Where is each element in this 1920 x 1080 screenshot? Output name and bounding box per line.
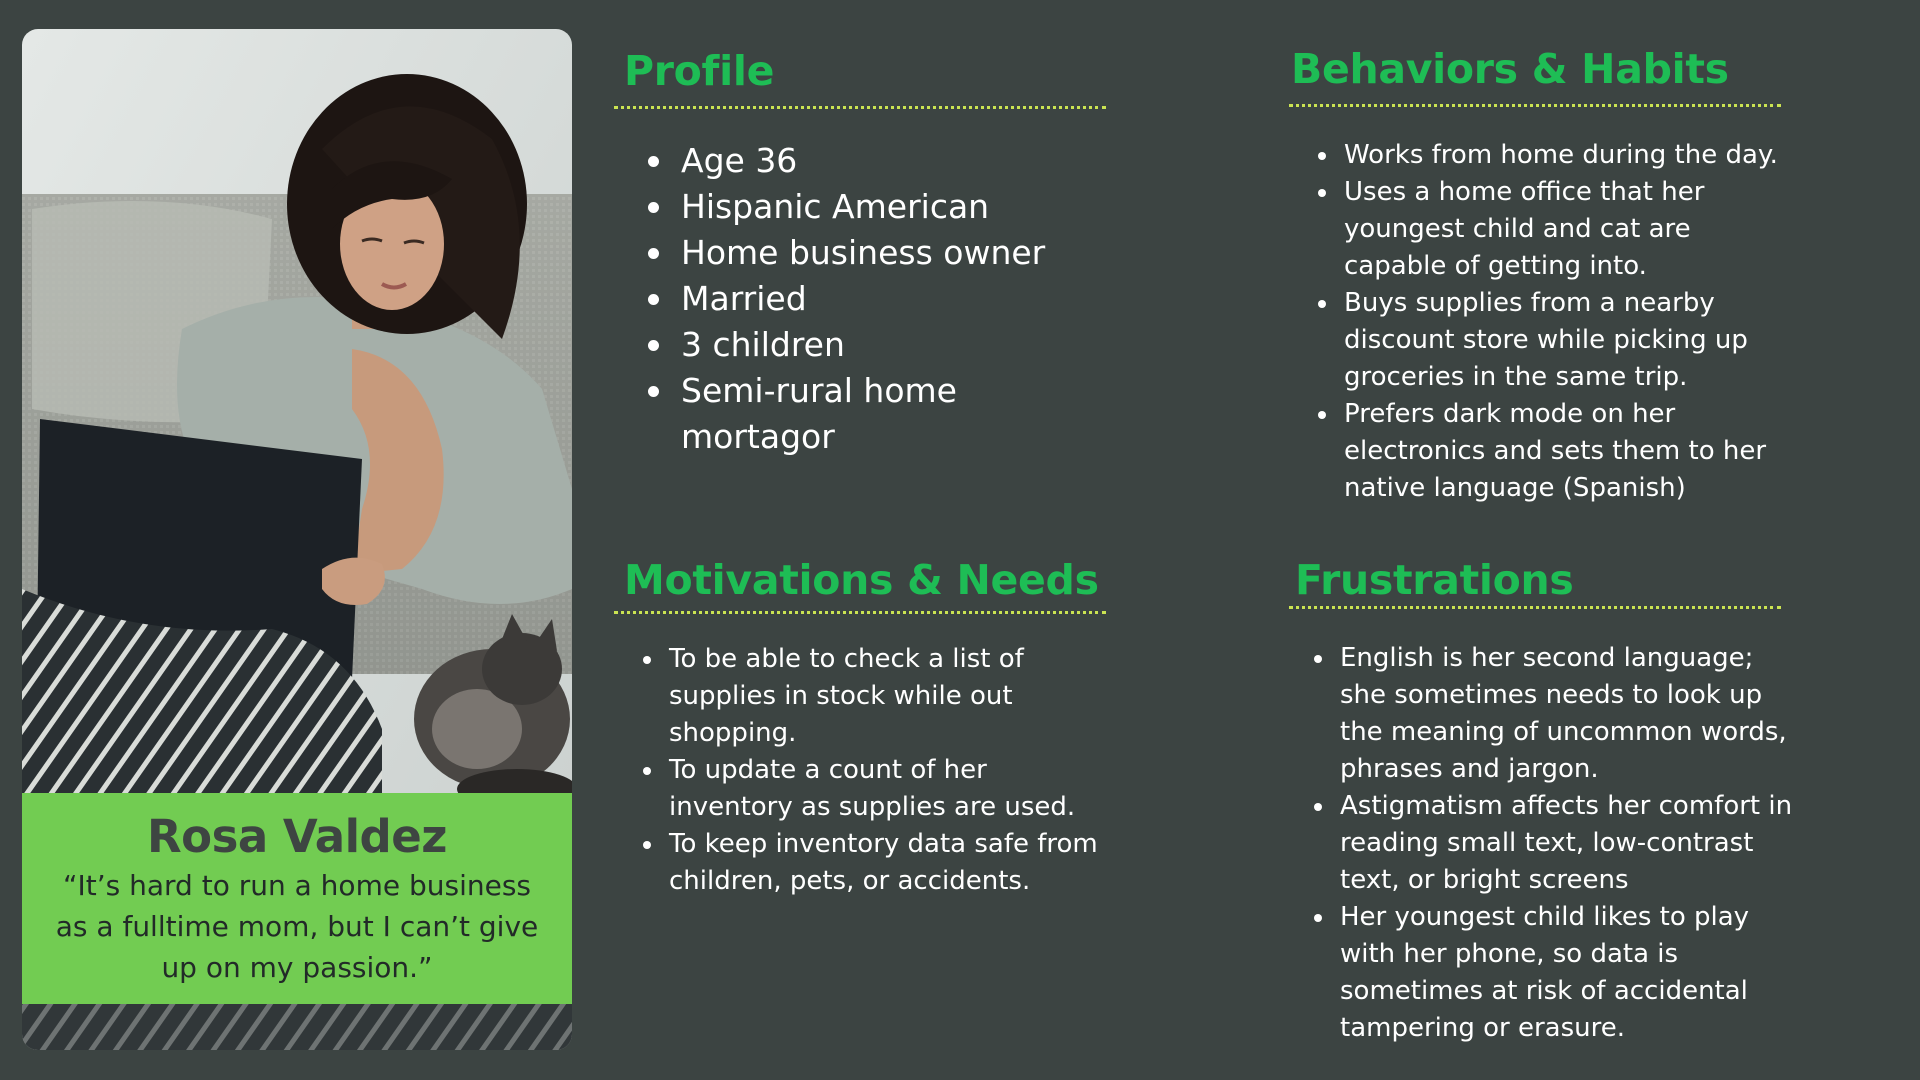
list-item: Buys supplies from a nearby discount sto…	[1316, 285, 1796, 396]
frustrations-list: English is her second language; she some…	[1312, 640, 1796, 1047]
list-item: Married	[646, 276, 1116, 322]
persona-name-panel: Rosa Valdez “It’s hard to run a home bus…	[22, 793, 572, 1004]
list-item: 3 children	[646, 322, 1116, 368]
list-item: To keep inventory data safe from childre…	[641, 826, 1111, 900]
list-item: Age 36	[646, 138, 1116, 184]
list-item: Home business owner	[646, 230, 1116, 276]
persona-photo-card: Rosa Valdez “It’s hard to run a home bus…	[22, 29, 572, 1050]
list-item: To be able to check a list of supplies i…	[641, 641, 1111, 752]
behaviors-title: Behaviors & Habits	[1291, 45, 1729, 93]
profile-title: Profile	[624, 47, 775, 95]
list-item: Uses a home office that her youngest chi…	[1316, 174, 1796, 285]
list-item: Her youngest child likes to play with he…	[1312, 899, 1796, 1047]
frustrations-title: Frustrations	[1295, 556, 1574, 604]
list-item: Astigmatism affects her comfort in readi…	[1312, 788, 1796, 899]
profile-divider	[614, 106, 1106, 109]
list-item: Works from home during the day.	[1316, 137, 1796, 174]
persona-name: Rosa Valdez	[147, 810, 447, 863]
list-item: Prefers dark mode on her electronics and…	[1316, 396, 1796, 507]
list-item: To update a count of her inventory as su…	[641, 752, 1111, 826]
list-item: English is her second language; she some…	[1312, 640, 1796, 788]
behaviors-list: Works from home during the day. Uses a h…	[1316, 137, 1796, 507]
behaviors-divider	[1289, 104, 1781, 107]
list-item: Hispanic American	[646, 184, 1116, 230]
motivations-list: To be able to check a list of supplies i…	[641, 641, 1111, 900]
list-item: Semi-rural home mortagor	[646, 368, 1116, 460]
motivations-title: Motivations & Needs	[624, 556, 1099, 604]
persona-photo	[22, 29, 572, 1050]
profile-list: Age 36 Hispanic American Home business o…	[646, 138, 1116, 460]
frustrations-divider	[1289, 606, 1781, 609]
motivations-divider	[614, 611, 1106, 614]
persona-quote: “It’s hard to run a home business as a f…	[55, 869, 539, 984]
